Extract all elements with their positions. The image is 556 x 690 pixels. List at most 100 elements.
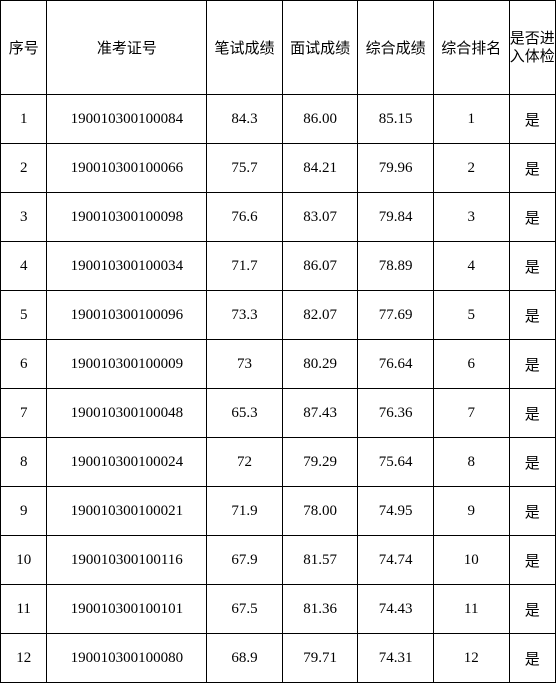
header-seq: 序号 [1, 1, 47, 95]
cell-pass: 是 [509, 487, 555, 536]
cell-exam_id: 190010300100084 [47, 95, 207, 144]
cell-pass: 是 [509, 438, 555, 487]
cell-seq: 11 [1, 585, 47, 634]
cell-exam_id: 190010300100048 [47, 389, 207, 438]
cell-pass: 是 [509, 585, 555, 634]
cell-interview: 81.57 [282, 536, 358, 585]
cell-total: 79.96 [358, 144, 434, 193]
cell-exam_id: 190010300100021 [47, 487, 207, 536]
cell-rank: 2 [433, 144, 509, 193]
table-row: 61900103001000097380.2976.646是 [1, 340, 556, 389]
cell-written: 73.3 [207, 291, 283, 340]
cell-pass: 是 [509, 193, 555, 242]
cell-exam_id: 190010300100101 [47, 585, 207, 634]
cell-pass: 是 [509, 291, 555, 340]
cell-written: 72 [207, 438, 283, 487]
cell-rank: 7 [433, 389, 509, 438]
cell-rank: 1 [433, 95, 509, 144]
cell-written: 71.9 [207, 487, 283, 536]
cell-seq: 5 [1, 291, 47, 340]
cell-seq: 2 [1, 144, 47, 193]
cell-total: 74.74 [358, 536, 434, 585]
cell-written: 68.9 [207, 634, 283, 683]
cell-interview: 86.07 [282, 242, 358, 291]
cell-pass: 是 [509, 95, 555, 144]
table-row: 119001030010008484.386.0085.151是 [1, 95, 556, 144]
cell-total: 76.36 [358, 389, 434, 438]
cell-interview: 84.21 [282, 144, 358, 193]
header-written: 笔试成绩 [207, 1, 283, 95]
cell-seq: 6 [1, 340, 47, 389]
table-row: 919001030010002171.978.0074.959是 [1, 487, 556, 536]
header-pass: 是否进入体检 [509, 1, 555, 95]
cell-seq: 10 [1, 536, 47, 585]
cell-written: 76.6 [207, 193, 283, 242]
results-table: 序号 准考证号 笔试成绩 面试成绩 综合成绩 综合排名 是否进入体检 11900… [0, 0, 556, 683]
cell-rank: 4 [433, 242, 509, 291]
header-total: 综合成绩 [358, 1, 434, 95]
cell-pass: 是 [509, 144, 555, 193]
cell-pass: 是 [509, 340, 555, 389]
cell-interview: 83.07 [282, 193, 358, 242]
cell-rank: 10 [433, 536, 509, 585]
cell-exam_id: 190010300100024 [47, 438, 207, 487]
cell-exam_id: 190010300100034 [47, 242, 207, 291]
cell-pass: 是 [509, 242, 555, 291]
cell-pass: 是 [509, 389, 555, 438]
header-pass-label: 是否进入体检 [510, 30, 555, 66]
table-row: 1119001030010010167.581.3674.4311是 [1, 585, 556, 634]
cell-total: 76.64 [358, 340, 434, 389]
table-body: 119001030010008484.386.0085.151是21900103… [1, 95, 556, 683]
cell-total: 75.64 [358, 438, 434, 487]
cell-seq: 9 [1, 487, 47, 536]
cell-pass: 是 [509, 634, 555, 683]
header-rank: 综合排名 [433, 1, 509, 95]
table-row: 719001030010004865.387.4376.367是 [1, 389, 556, 438]
cell-interview: 80.29 [282, 340, 358, 389]
cell-exam_id: 190010300100096 [47, 291, 207, 340]
cell-total: 78.89 [358, 242, 434, 291]
table-row: 419001030010003471.786.0778.894是 [1, 242, 556, 291]
cell-written: 65.3 [207, 389, 283, 438]
cell-rank: 6 [433, 340, 509, 389]
cell-interview: 81.36 [282, 585, 358, 634]
cell-interview: 79.71 [282, 634, 358, 683]
cell-total: 79.84 [358, 193, 434, 242]
table-row: 1019001030010011667.981.5774.7410是 [1, 536, 556, 585]
cell-written: 67.9 [207, 536, 283, 585]
cell-written: 71.7 [207, 242, 283, 291]
table-row: 81900103001000247279.2975.648是 [1, 438, 556, 487]
cell-written: 67.5 [207, 585, 283, 634]
cell-rank: 9 [433, 487, 509, 536]
cell-written: 73 [207, 340, 283, 389]
cell-interview: 82.07 [282, 291, 358, 340]
cell-pass: 是 [509, 536, 555, 585]
header-exam-id: 准考证号 [47, 1, 207, 95]
cell-rank: 12 [433, 634, 509, 683]
header-interview: 面试成绩 [282, 1, 358, 95]
cell-seq: 12 [1, 634, 47, 683]
cell-rank: 5 [433, 291, 509, 340]
cell-interview: 86.00 [282, 95, 358, 144]
cell-seq: 8 [1, 438, 47, 487]
cell-exam_id: 190010300100098 [47, 193, 207, 242]
cell-rank: 8 [433, 438, 509, 487]
header-row: 序号 准考证号 笔试成绩 面试成绩 综合成绩 综合排名 是否进入体检 [1, 1, 556, 95]
cell-rank: 3 [433, 193, 509, 242]
cell-total: 74.31 [358, 634, 434, 683]
cell-written: 84.3 [207, 95, 283, 144]
table-row: 319001030010009876.683.0779.843是 [1, 193, 556, 242]
cell-exam_id: 190010300100009 [47, 340, 207, 389]
cell-seq: 7 [1, 389, 47, 438]
cell-total: 74.95 [358, 487, 434, 536]
cell-total: 77.69 [358, 291, 434, 340]
cell-seq: 1 [1, 95, 47, 144]
cell-seq: 3 [1, 193, 47, 242]
cell-written: 75.7 [207, 144, 283, 193]
cell-total: 85.15 [358, 95, 434, 144]
cell-interview: 79.29 [282, 438, 358, 487]
cell-total: 74.43 [358, 585, 434, 634]
table-row: 219001030010006675.784.2179.962是 [1, 144, 556, 193]
table-row: 1219001030010008068.979.7174.3112是 [1, 634, 556, 683]
cell-seq: 4 [1, 242, 47, 291]
